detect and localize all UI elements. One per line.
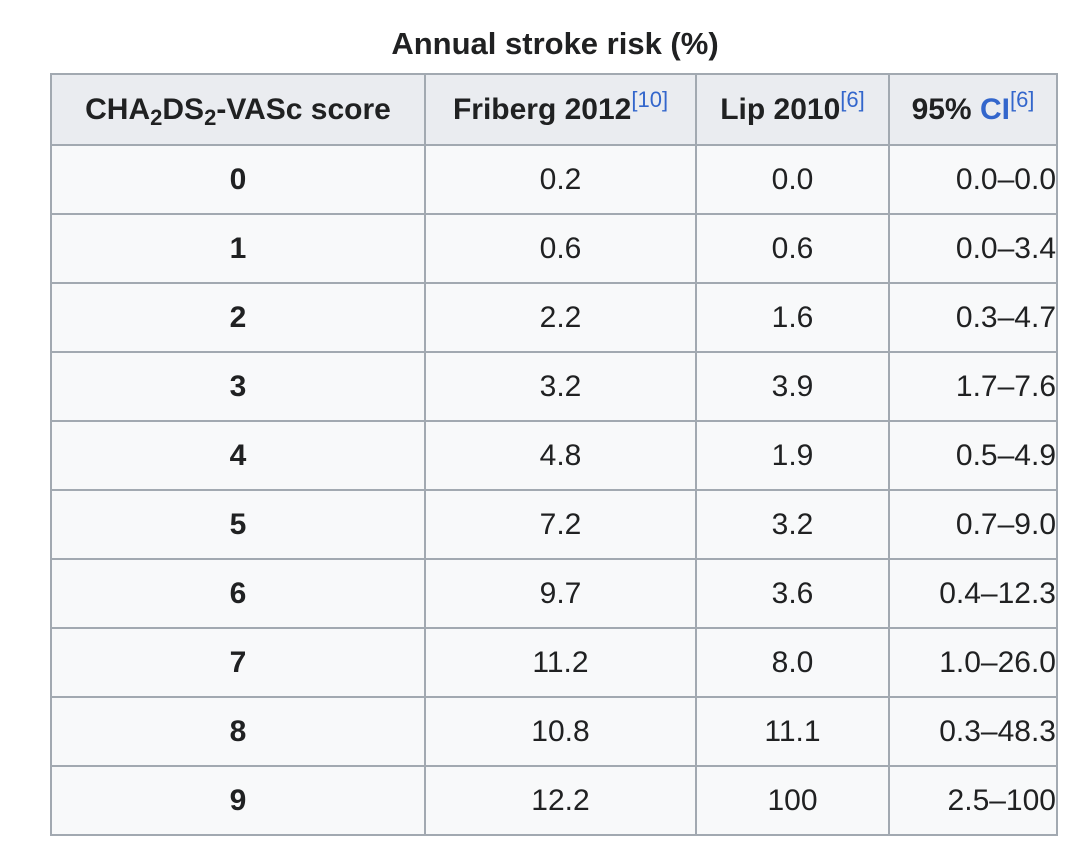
score-cell: 7 — [50, 627, 426, 698]
friberg-cell: 0.6 — [424, 213, 697, 284]
reference-link-6[interactable]: [6] — [840, 86, 865, 112]
friberg-cell: 2.2 — [424, 282, 697, 353]
header-score-text-3: -VASc score — [216, 92, 391, 126]
ci-cell: 0.0–0.0 — [888, 144, 1058, 215]
header-lip-label: Lip 2010 — [720, 92, 841, 126]
reference-link-10[interactable]: [10] — [631, 86, 669, 112]
score-cell: 4 — [50, 420, 426, 491]
ci-cell: 0.5–4.9 — [888, 420, 1058, 491]
header-ci-label: 95% — [911, 92, 980, 126]
header-score-subscript-1: 2 — [150, 104, 163, 130]
header-lip: Lip 2010[6] — [695, 73, 890, 146]
score-cell: 0 — [50, 144, 426, 215]
header-friberg: Friberg 2012[10] — [424, 73, 697, 146]
lip-cell: 3.2 — [695, 489, 890, 560]
friberg-cell: 11.2 — [424, 627, 697, 698]
lip-cell: 100 — [695, 765, 890, 836]
table-row: 8 10.8 11.1 0.3–48.3 — [50, 696, 1058, 767]
friberg-cell: 0.2 — [424, 144, 697, 215]
table-header: CHA2DS2-VASc score Friberg 2012[10] Lip … — [50, 73, 1058, 146]
header-score-subscript-2: 2 — [204, 104, 217, 130]
lip-cell: 8.0 — [695, 627, 890, 698]
score-cell: 9 — [50, 765, 426, 836]
table-row: 6 9.7 3.6 0.4–12.3 — [50, 558, 1058, 629]
table-body: 0 0.2 0.0 0.0–0.0 1 0.6 0.6 0.0–3.4 2 2.… — [50, 144, 1058, 836]
ci-cell: 0.3–48.3 — [888, 696, 1058, 767]
ci-cell: 0.7–9.0 — [888, 489, 1058, 560]
score-cell: 2 — [50, 282, 426, 353]
score-cell: 6 — [50, 558, 426, 629]
table-row: 0 0.2 0.0 0.0–0.0 — [50, 144, 1058, 215]
header-score-text-1: CHA — [85, 92, 151, 126]
table-row: 1 0.6 0.6 0.0–3.4 — [50, 213, 1058, 284]
table-row: 4 4.8 1.9 0.5–4.9 — [50, 420, 1058, 491]
friberg-cell: 3.2 — [424, 351, 697, 422]
header-friberg-label: Friberg 2012 — [452, 92, 632, 126]
table-row: 3 3.2 3.9 1.7–7.6 — [50, 351, 1058, 422]
table-row: 2 2.2 1.6 0.3–4.7 — [50, 282, 1058, 353]
lip-cell: 3.9 — [695, 351, 890, 422]
lip-cell: 1.6 — [695, 282, 890, 353]
table-row: 5 7.2 3.2 0.7–9.0 — [50, 489, 1058, 560]
lip-cell: 3.6 — [695, 558, 890, 629]
score-cell: 1 — [50, 213, 426, 284]
friberg-cell: 4.8 — [424, 420, 697, 491]
ci-cell: 1.7–7.6 — [888, 351, 1058, 422]
lip-cell: 0.0 — [695, 144, 890, 215]
score-cell: 8 — [50, 696, 426, 767]
lip-cell: 11.1 — [695, 696, 890, 767]
ci-cell: 2.5–100 — [888, 765, 1058, 836]
score-cell: 3 — [50, 351, 426, 422]
header-score: CHA2DS2-VASc score — [50, 73, 426, 146]
header-ci: 95% CI[6] — [888, 73, 1058, 146]
ci-link[interactable]: CI — [979, 92, 1010, 126]
ci-cell: 0.4–12.3 — [888, 558, 1058, 629]
ci-cell: 1.0–26.0 — [888, 627, 1058, 698]
lip-cell: 0.6 — [695, 213, 890, 284]
lip-cell: 1.9 — [695, 420, 890, 491]
stroke-risk-table: CHA2DS2-VASc score Friberg 2012[10] Lip … — [50, 73, 1058, 836]
friberg-cell: 12.2 — [424, 765, 697, 836]
table-row: 7 11.2 8.0 1.0–26.0 — [50, 627, 1058, 698]
friberg-cell: 7.2 — [424, 489, 697, 560]
header-score-text-2: DS — [162, 92, 205, 126]
score-cell: 5 — [50, 489, 426, 560]
ci-cell: 0.3–4.7 — [888, 282, 1058, 353]
ci-cell: 0.0–3.4 — [888, 213, 1058, 284]
reference-link-6-ci[interactable]: [6] — [1009, 86, 1035, 112]
table-caption: Annual stroke risk (%) — [391, 26, 719, 61]
header-row: CHA2DS2-VASc score Friberg 2012[10] Lip … — [50, 73, 1058, 146]
table-row: 9 12.2 100 2.5–100 — [50, 765, 1058, 836]
friberg-cell: 10.8 — [424, 696, 697, 767]
friberg-cell: 9.7 — [424, 558, 697, 629]
